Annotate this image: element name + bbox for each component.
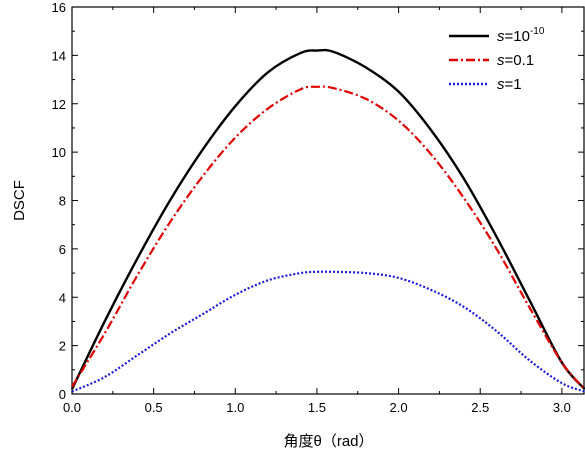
- x-tick-label: 2.5: [471, 400, 489, 415]
- x-tick-label: 0.0: [63, 400, 81, 415]
- legend-var: s: [497, 28, 505, 45]
- x-axis-label: 角度θ（rad）: [283, 433, 373, 450]
- y-tick-label: 8: [59, 194, 66, 209]
- y-tick-label: 6: [59, 242, 66, 257]
- x-tick-label: 3.0: [553, 400, 571, 415]
- y-tick-label: 16: [52, 0, 66, 15]
- x-tick-label: 1.5: [308, 400, 326, 415]
- y-axis-label: DSCF: [11, 180, 28, 221]
- y-tick-label: 10: [52, 145, 66, 160]
- x-tick-label: 0.5: [145, 400, 163, 415]
- y-tick-label: 12: [52, 97, 66, 112]
- legend-superscript: -10: [530, 26, 545, 37]
- y-tick-label: 14: [52, 48, 66, 63]
- legend-label-1: s=0.1: [497, 52, 534, 69]
- y-tick-label: 4: [59, 290, 66, 305]
- legend-value: =0.1: [505, 52, 535, 69]
- series-line-0: [70, 48, 585, 390]
- x-tick-label: 1.0: [226, 400, 244, 415]
- series-line-1: [71, 85, 585, 390]
- y-tick-label: 2: [59, 339, 66, 354]
- x-tick-label: 2.0: [390, 400, 408, 415]
- legend-label-0: s=10-10: [497, 26, 545, 45]
- legend-value: =10: [505, 28, 530, 45]
- series-line-2: [71, 270, 585, 393]
- legend-var: s: [497, 52, 505, 69]
- series-lines: [70, 48, 585, 393]
- y-tick-label: 0: [59, 387, 66, 402]
- chart-legend: s=10-10s=0.1s=1: [449, 26, 545, 93]
- legend-value: =1: [505, 76, 522, 93]
- plot-axes: 0.0 0.5 1.0 1.5 2.0 2.5 3.0 0 2 4 6 8 10 12 14 16: [52, 0, 585, 415]
- legend-var: s: [497, 76, 505, 93]
- legend-label-2: s=1: [497, 76, 522, 93]
